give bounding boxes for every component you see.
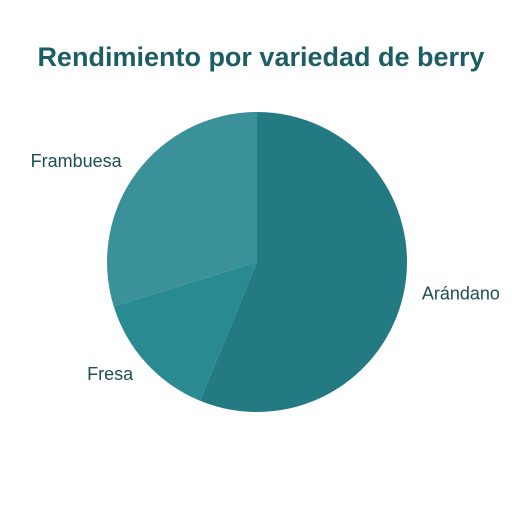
slice-label-1: Arándano <box>422 283 500 303</box>
pie-slice-3 <box>107 112 258 307</box>
slice-label-2: Fresa <box>87 364 134 384</box>
chart-title: Rendimiento por variedad de berry <box>37 42 484 72</box>
pie-slice-2 <box>113 262 257 401</box>
slice-labels: Arándano Fresa Frambuesa <box>31 151 500 384</box>
pie-slices <box>107 112 407 412</box>
pie-slice-1 <box>200 112 407 412</box>
slice-label-3: Frambuesa <box>31 151 123 171</box>
